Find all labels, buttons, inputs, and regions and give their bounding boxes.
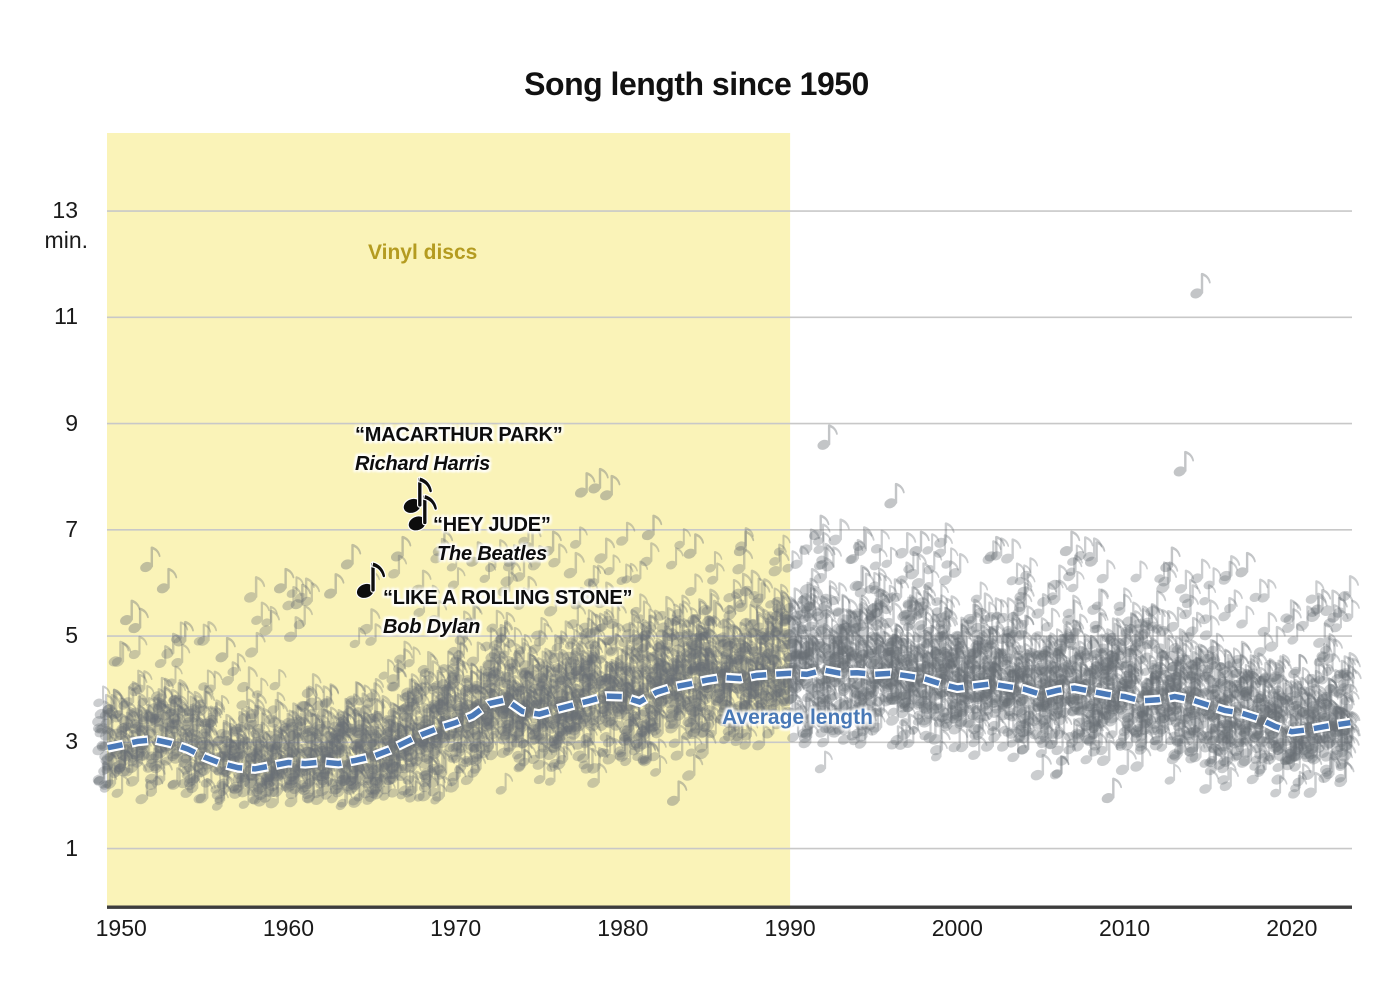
chart-title: Song length since 1950 (0, 66, 1393, 103)
x-tick-label: 1950 (76, 915, 166, 942)
average-length-line (106, 664, 1352, 774)
y-tick-label: 1 (30, 835, 78, 859)
y-tick-label: 5 (30, 623, 78, 647)
song-title: “HEY JUDE” (433, 514, 551, 537)
y-tick-label: 13 (30, 198, 78, 222)
x-tick-label: 1990 (745, 915, 835, 942)
x-tick-label: 1960 (243, 915, 333, 942)
annotation-rolling-stone: “LIKE A ROLLING STONE” Bob Dylan (383, 587, 633, 639)
average-length-label: Average length (722, 706, 873, 730)
x-tick-label: 2020 (1247, 915, 1337, 942)
vinyl-discs-label: Vinyl discs (368, 241, 477, 265)
song-artist: The Beatles (437, 543, 551, 566)
x-tick-label: 1970 (411, 915, 501, 942)
x-axis-line (107, 905, 1352, 909)
song-title: “LIKE A ROLLING STONE” (383, 587, 633, 610)
annotation-hey-jude: “HEY JUDE” The Beatles (433, 514, 551, 566)
y-axis-unit: min. (30, 227, 88, 254)
song-artist: Richard Harris (355, 453, 563, 476)
x-tick-label: 2000 (912, 915, 1002, 942)
y-tick-label: 3 (30, 729, 78, 753)
song-artist: Bob Dylan (383, 616, 632, 639)
song-title: “MACARTHUR PARK” (355, 424, 563, 447)
annotation-macarthur-park: “MACARTHUR PARK” Richard Harris (355, 424, 563, 476)
x-tick-label: 2010 (1080, 915, 1170, 942)
x-tick-label: 1980 (578, 915, 668, 942)
y-tick-label: 11 (30, 304, 78, 328)
y-tick-label: 9 (30, 410, 78, 434)
y-tick-label: 7 (30, 517, 78, 541)
